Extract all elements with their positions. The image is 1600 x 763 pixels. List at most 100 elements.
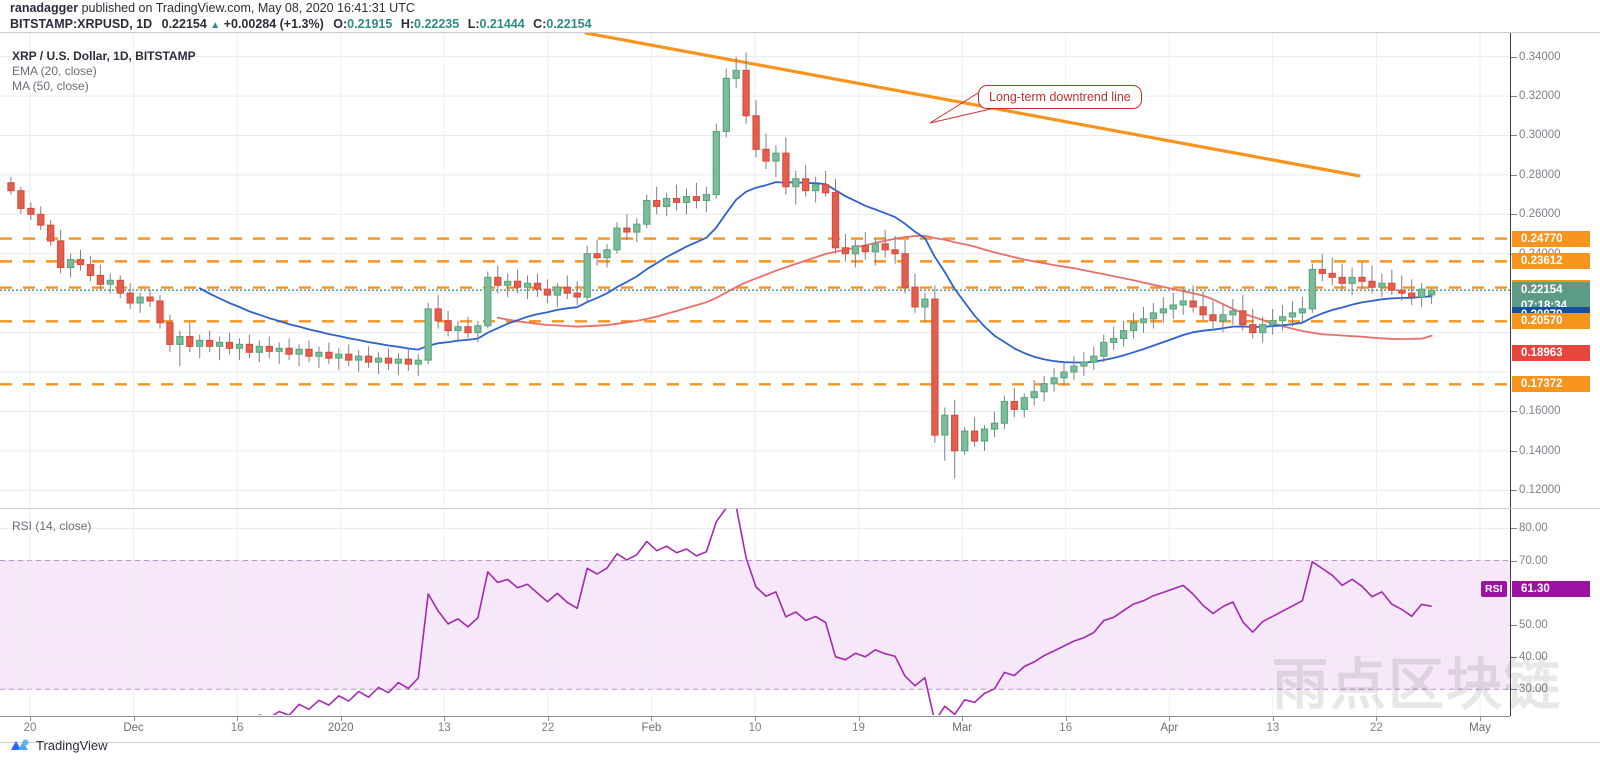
- price-scale-chip[interactable]: 0.23612: [1512, 253, 1590, 270]
- rsi-scale[interactable]: 80.00 70.00 50.00 40.00 30.00 61.30 RSI: [1481, 509, 1600, 717]
- time-tick: [547, 716, 549, 721]
- price-tick: [1511, 214, 1517, 216]
- rsi-tick: [1511, 624, 1517, 626]
- time-tick: [237, 716, 239, 721]
- rsi-tick: [1511, 528, 1517, 530]
- price-tick-label: 0.26000: [1519, 208, 1561, 221]
- rsi-legend: RSI (14, close): [12, 519, 91, 534]
- rsi-tick: [1511, 560, 1517, 562]
- rsi-tick-label: 30.00: [1519, 683, 1548, 696]
- price-tick-label: 0.14000: [1519, 444, 1561, 457]
- publish-info: published on TradingView.com, May 08, 20…: [78, 1, 415, 15]
- price-legend-ma[interactable]: MA (50, close): [12, 79, 89, 93]
- time-tick: [340, 716, 342, 721]
- footer: TradingView: [10, 737, 108, 753]
- time-tick-label: 13: [1266, 722, 1280, 734]
- rsi-tick-label: 40.00: [1519, 651, 1548, 664]
- price-scale-chip[interactable]: 0.17372: [1512, 376, 1590, 393]
- rsi-tick-label: 70.00: [1519, 554, 1548, 567]
- price-tick: [1511, 490, 1517, 492]
- chart-header: ranadagger published on TradingView.com,…: [0, 0, 1600, 31]
- ohlc-c-value: 0.22154: [546, 17, 592, 31]
- price-tick: [1511, 135, 1517, 137]
- time-tick-label: 20: [23, 722, 37, 734]
- price-tick-label: 0.30000: [1519, 129, 1561, 142]
- ohlc-o-label: O:: [333, 17, 348, 31]
- last-price: 0.22154: [161, 17, 207, 31]
- downtrend-annotation[interactable]: Long-term downtrend line: [978, 85, 1142, 109]
- time-tick: [651, 716, 653, 721]
- price-tick-label: 0.12000: [1519, 484, 1561, 497]
- price-pane[interactable]: XRP / U.S. Dollar, 1D, BITSTAMP EMA (20,…: [0, 32, 1600, 509]
- rsi-line-svg: [0, 509, 1510, 715]
- rsi-legend-title[interactable]: RSI (14, close): [12, 519, 92, 533]
- up-arrow-icon: ▲: [210, 20, 221, 31]
- price-scale-chip[interactable]: 0.20570: [1512, 313, 1590, 330]
- price-tick-label: 0.16000: [1519, 405, 1561, 418]
- time-tick: [858, 716, 860, 721]
- symbol-label[interactable]: BITSTAMP:XRPUSD, 1D: [10, 17, 153, 31]
- publish-line: ranadagger published on TradingView.com,…: [10, 1, 415, 15]
- ohlc-h-label: H:: [400, 17, 415, 31]
- time-tick-label: 19: [852, 722, 865, 734]
- ohlc-o-value: 0.21915: [347, 17, 393, 31]
- time-tick: [1272, 716, 1274, 721]
- price-plot-area[interactable]: [0, 33, 1510, 508]
- ohlc-h-value: 0.22235: [414, 17, 460, 31]
- time-tick-label: 13: [437, 722, 451, 734]
- time-tick-label: Mar: [952, 722, 973, 734]
- price-scale[interactable]: 0.340000.320000.300000.280000.260000.240…: [1510, 33, 1600, 508]
- price-tick: [1511, 411, 1517, 413]
- ohlc-l-value: 0.21444: [479, 17, 525, 31]
- price-tick: [1511, 96, 1517, 98]
- time-tick-label: Dec: [123, 722, 144, 734]
- price-legend: XRP / U.S. Dollar, 1D, BITSTAMP EMA (20,…: [12, 49, 196, 94]
- time-tick: [962, 716, 964, 721]
- time-tick-label: 22: [541, 722, 555, 734]
- rsi-scale-chip[interactable]: 61.30 RSI: [1481, 580, 1590, 597]
- time-tick-label: Feb: [641, 722, 662, 734]
- price-candles-svg: [0, 33, 1510, 506]
- time-tick: [444, 716, 446, 721]
- time-tick-label: Apr: [1160, 722, 1179, 734]
- time-tick: [1376, 716, 1378, 721]
- time-tick-label: May: [1469, 722, 1491, 734]
- time-tick: [30, 716, 31, 721]
- rsi-tick: [1511, 689, 1517, 691]
- price-tick-label: 0.32000: [1519, 90, 1561, 103]
- price-legend-ema[interactable]: EMA (20, close): [12, 64, 97, 78]
- author-name: ranadagger: [10, 1, 79, 15]
- time-tick-label: 22: [1370, 722, 1383, 734]
- price-tick: [1511, 174, 1517, 176]
- downtrend-annotation-text: Long-term downtrend line: [989, 90, 1131, 104]
- time-tick-label: 10: [748, 722, 762, 734]
- tradingview-logo-icon: [11, 739, 29, 750]
- price-change: +0.00284 (+1.3%): [223, 17, 324, 31]
- price-tick: [1511, 450, 1517, 452]
- rsi-tick-label: 50.00: [1519, 618, 1548, 631]
- ohlc-c-label: C:: [533, 17, 547, 31]
- tradingview-brand: TradingView: [36, 737, 108, 753]
- rsi-pane[interactable]: RSI (14, close) 80.00 70.00 50.00 40.00 30.0…: [0, 508, 1600, 718]
- quote-line: BITSTAMP:XRPUSD, 1D 0.22154 ▲ +0.00284 (…: [10, 17, 592, 31]
- price-tick-label: 0.28000: [1519, 168, 1561, 181]
- ohlc-l-label: L:: [467, 17, 480, 31]
- time-tick-label: 2020: [327, 722, 354, 734]
- price-tick: [1511, 56, 1517, 58]
- rsi-tick: [1511, 657, 1517, 659]
- time-tick: [133, 716, 135, 721]
- time-tick: [1065, 716, 1067, 721]
- time-axis[interactable]: 20 Dec 16 2020 13 22 Feb 10 19 Mar 16 Apr 13 22 May: [0, 716, 1600, 743]
- price-scale-chip[interactable]: 0.18963MA: [1512, 345, 1590, 361]
- time-tick-label: 16: [1059, 722, 1073, 734]
- rsi-plot-area[interactable]: [0, 509, 1510, 717]
- price-scale-chip[interactable]: 0.22154XRPUSD: [1512, 282, 1590, 299]
- time-tick-label: 16: [230, 722, 244, 734]
- time-tick: [755, 716, 756, 721]
- time-tick: [1480, 716, 1481, 721]
- price-scale-chip[interactable]: 0.24770: [1512, 230, 1590, 247]
- price-legend-title: XRP / U.S. Dollar, 1D, BITSTAMP: [12, 49, 196, 63]
- price-tick-label: 0.34000: [1519, 50, 1561, 63]
- rsi-scale-chip-tag: RSI: [1481, 580, 1507, 597]
